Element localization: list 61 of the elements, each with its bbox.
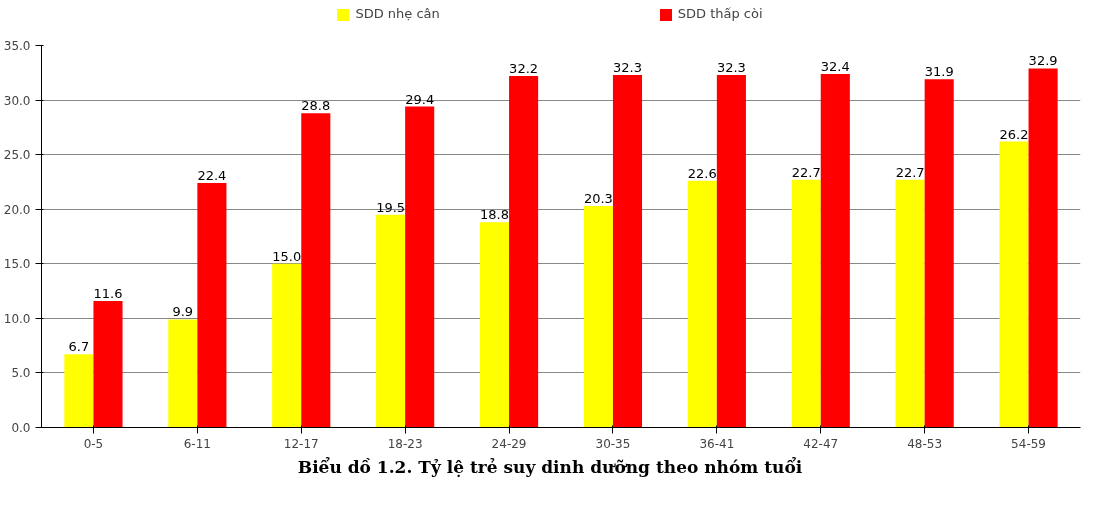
data-label: 32.3 bbox=[613, 59, 642, 75]
bar bbox=[376, 214, 406, 428]
y-tick-label: 25.0 bbox=[3, 148, 31, 163]
data-label: 22.7 bbox=[791, 164, 821, 180]
data-label: 19.5 bbox=[376, 199, 406, 215]
x-tick-label: 36-41 bbox=[699, 436, 735, 451]
x-tick-label: 48-53 bbox=[907, 436, 943, 451]
legend-label: SDD nhẹ cân bbox=[354, 6, 440, 21]
bar bbox=[479, 222, 510, 428]
y-tick-label: 35.0 bbox=[3, 39, 31, 53]
x-tick-label: 42-47 bbox=[803, 436, 839, 451]
data-label: 15.0 bbox=[272, 248, 302, 264]
data-label: 6.7 bbox=[68, 339, 90, 355]
text: Biểu dồ 1.2. Tỷ lệ trẻ suy dinh dưỡng theo nhóm tuổi bbox=[296, 456, 804, 479]
bar bbox=[168, 319, 198, 428]
legend-label: SDD thấp còi bbox=[676, 6, 763, 21]
bar bbox=[820, 73, 850, 428]
data-label: 32.2 bbox=[509, 61, 539, 77]
bar bbox=[716, 74, 746, 428]
data-label: 20.3 bbox=[583, 190, 613, 206]
data-label: 32.4 bbox=[820, 58, 850, 74]
x-tick-label: 6-11 bbox=[183, 436, 211, 451]
bar bbox=[924, 79, 954, 428]
bar bbox=[509, 76, 539, 428]
x-tick-label: 12-17 bbox=[283, 436, 319, 451]
data-label: 18.8 bbox=[480, 207, 509, 223]
bar bbox=[93, 300, 123, 428]
y-tick-label: 15.0 bbox=[3, 257, 31, 272]
y-tick-label: 20.0 bbox=[3, 202, 31, 217]
data-label: 22.6 bbox=[687, 165, 717, 181]
data-label: 11.6 bbox=[93, 285, 123, 301]
bar bbox=[687, 180, 717, 428]
bar bbox=[999, 141, 1029, 428]
bar bbox=[405, 106, 435, 428]
bar bbox=[791, 179, 821, 428]
y-tick-label: 30.0 bbox=[3, 93, 31, 108]
data-label: 29.4 bbox=[405, 91, 435, 107]
data-label: 9.9 bbox=[172, 304, 194, 320]
data-label: 22.7 bbox=[895, 164, 925, 180]
x-tick-label: 30-35 bbox=[595, 436, 631, 451]
data-label: 26.2 bbox=[999, 126, 1029, 142]
x-tick-label: 24-29 bbox=[491, 436, 527, 451]
x-tick-label: 18-23 bbox=[387, 436, 423, 451]
bar bbox=[301, 113, 331, 428]
bar bbox=[895, 179, 925, 428]
y-tick-label: 10.0 bbox=[3, 311, 31, 326]
x-tick-label: 54-59 bbox=[1011, 436, 1046, 451]
x-tick-label: 0-5 bbox=[83, 436, 104, 451]
bar bbox=[583, 205, 613, 428]
data-label: 22.4 bbox=[197, 168, 227, 184]
bar bbox=[197, 183, 227, 428]
bar bbox=[1028, 68, 1058, 428]
bar bbox=[612, 74, 643, 428]
data-label: 32.9 bbox=[1028, 53, 1058, 69]
bar bbox=[64, 354, 94, 428]
data-label: 32.3 bbox=[716, 59, 746, 75]
y-tick-label: 0.0 bbox=[11, 421, 31, 435]
data-label: 28.8 bbox=[301, 98, 331, 114]
bar bbox=[272, 263, 302, 428]
data-label: 31.9 bbox=[924, 64, 954, 80]
y-tick-label: 5.0 bbox=[11, 366, 31, 381]
